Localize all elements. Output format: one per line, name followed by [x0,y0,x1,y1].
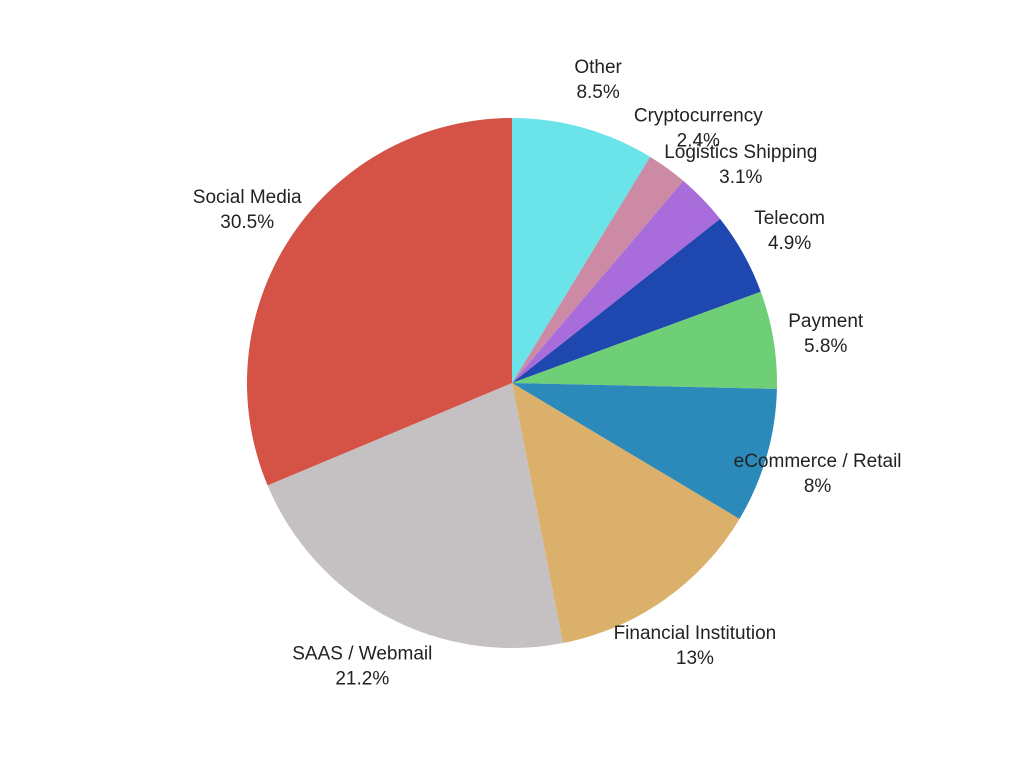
slice-label-logistics-shipping: Logistics Shipping [664,142,817,163]
pie-slice-ecommerce-retail [512,383,777,519]
slice-value-social-media: 30.5% [220,212,274,233]
slice-label-saas-webmail: SAAS / Webmail [292,644,432,665]
slice-value-cryptocurrency: 2.4% [677,130,720,151]
pie-slices [246,118,777,648]
slice-value-logistics-shipping: 3.1% [719,167,762,188]
slice-value-ecommerce-retail: 8% [804,476,832,497]
slice-label-other: Other [574,57,622,78]
slice-label-ecommerce-retail: eCommerce / Retail [734,451,902,472]
slice-value-telecom: 4.9% [768,233,811,254]
slice-value-financial-institution: 13% [676,648,714,669]
pie-slice-financial-institution [512,383,740,644]
pie-slice-cryptocurrency [512,156,684,383]
pie-slice-social-media [246,118,513,486]
slice-value-payment: 5.8% [804,336,847,357]
slice-label-payment: Payment [788,311,864,332]
pie-slice-other [512,118,651,383]
pie-slice-logistics-shipping [512,180,721,383]
slice-label-telecom: Telecom [754,208,825,229]
pie-slice-saas-webmail [267,383,563,648]
pie-slice-telecom [512,218,761,383]
slice-value-saas-webmail: 21.2% [335,669,389,690]
slice-value-other: 8.5% [576,82,619,103]
slice-label-cryptocurrency: Cryptocurrency [634,105,763,126]
pie-labels: Other 8.5% Cryptocurrency 2.4%Logistics Shi… [193,57,902,690]
pie-slice-payment [512,291,777,389]
slice-label-financial-institution: Financial Institution [614,623,777,644]
slice-label-social-media: Social Media [193,187,302,208]
